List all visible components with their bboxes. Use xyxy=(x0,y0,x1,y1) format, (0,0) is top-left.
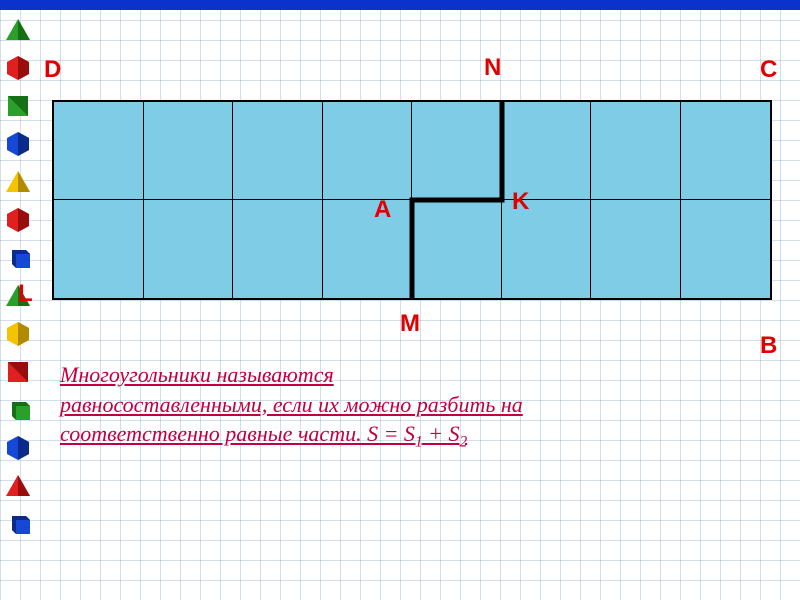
caption-line-2: равносоставленными, если их можно разбит… xyxy=(60,392,523,417)
hex-icon xyxy=(4,130,32,158)
caption-text: Многоугольники называются равносоставлен… xyxy=(60,360,720,454)
triangle-icon xyxy=(4,168,32,196)
grid-cell xyxy=(502,102,592,200)
cube-icon xyxy=(4,244,32,272)
cube-icon xyxy=(4,510,32,538)
grid-cell xyxy=(233,102,323,200)
point-label-A: A xyxy=(374,196,391,224)
hex-icon xyxy=(4,206,32,234)
grid-cell xyxy=(323,200,413,298)
point-label-C: C xyxy=(760,56,777,84)
hex-icon xyxy=(4,434,32,462)
grid-cell xyxy=(54,200,144,298)
point-label-N: N xyxy=(484,54,501,82)
grid-cell xyxy=(54,102,144,200)
rectangle-grid xyxy=(52,100,772,300)
graph-paper-bg xyxy=(0,0,800,600)
grid-cell xyxy=(591,200,681,298)
grid-cell xyxy=(233,200,323,298)
square-icon xyxy=(4,358,32,386)
triangle-icon xyxy=(4,16,32,44)
grid-cell xyxy=(591,102,681,200)
triangle-icon xyxy=(4,472,32,500)
grid-cell xyxy=(681,200,771,298)
square-icon xyxy=(4,92,32,120)
grid-cell xyxy=(412,200,502,298)
hex-icon xyxy=(4,320,32,348)
point-label-L: L xyxy=(18,280,33,308)
hex-icon xyxy=(4,54,32,82)
point-label-K: K xyxy=(512,188,529,216)
grid-cell xyxy=(681,102,771,200)
grid-cell xyxy=(144,200,234,298)
top-accent-bar xyxy=(0,0,800,10)
grid-cell xyxy=(412,102,502,200)
point-label-B: B xyxy=(760,332,777,360)
grid-cell xyxy=(144,102,234,200)
diagram-figure: D N C A K L M B xyxy=(52,100,772,300)
cube-icon xyxy=(4,396,32,424)
caption-line-3: соответственно равные части. S = S1 + S2 xyxy=(60,421,467,446)
grid-cell xyxy=(323,102,413,200)
caption-line-1: Многоугольники называются xyxy=(60,362,334,387)
point-label-M: M xyxy=(400,310,420,338)
point-label-D: D xyxy=(44,56,61,84)
